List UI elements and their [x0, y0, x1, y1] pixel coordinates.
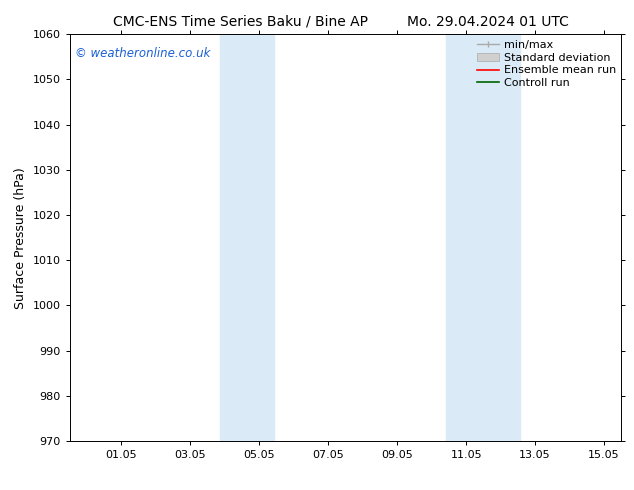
- Bar: [220, 34, 274, 441]
- Legend: min/max, Standard deviation, Ensemble mean run, Controll run: min/max, Standard deviation, Ensemble me…: [475, 38, 618, 91]
- Y-axis label: Surface Pressure (hPa): Surface Pressure (hPa): [14, 167, 27, 309]
- Text: CMC-ENS Time Series Baku / Bine AP: CMC-ENS Time Series Baku / Bine AP: [113, 15, 368, 29]
- Text: © weatheronline.co.uk: © weatheronline.co.uk: [75, 47, 210, 59]
- Text: Mo. 29.04.2024 01 UTC: Mo. 29.04.2024 01 UTC: [407, 15, 569, 29]
- Bar: [446, 34, 521, 441]
